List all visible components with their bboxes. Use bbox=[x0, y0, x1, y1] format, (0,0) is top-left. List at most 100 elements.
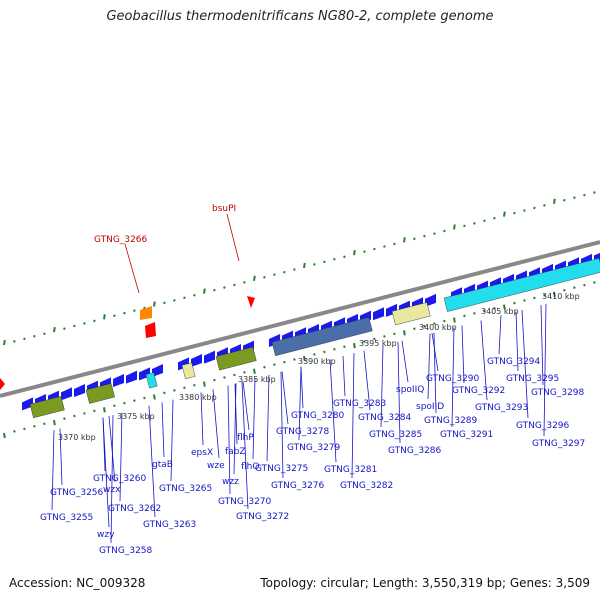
gene-arrow bbox=[113, 373, 124, 387]
scale-tick bbox=[233, 373, 236, 377]
gene-label-leader bbox=[161, 402, 165, 458]
gene-arrow bbox=[191, 353, 202, 367]
scale-tick bbox=[163, 301, 166, 305]
site-leader bbox=[226, 213, 240, 262]
gene-label: wze bbox=[207, 461, 225, 471]
feature-block bbox=[29, 396, 65, 419]
gene-label-leaders bbox=[51, 303, 547, 544]
scale-tick bbox=[243, 371, 246, 374]
scale-tick bbox=[403, 237, 406, 243]
gene-label-leader bbox=[433, 332, 437, 414]
scale-tick bbox=[423, 234, 426, 238]
scale-tick-label: 3375 kbp bbox=[117, 412, 155, 421]
gene-arrow bbox=[74, 384, 85, 398]
gene-labels: GTNG_3255GTNG_3256wzyGTNG_3258GTNG_3260w… bbox=[40, 357, 585, 556]
scale-tick bbox=[103, 314, 106, 320]
gene-label-leader bbox=[515, 311, 519, 372]
scale-tick bbox=[493, 306, 496, 310]
scale-tick-label: 3410 kbp bbox=[542, 292, 580, 301]
gene-label-leader bbox=[241, 381, 249, 510]
scale-tick bbox=[533, 296, 536, 300]
scale-tick bbox=[113, 314, 116, 318]
site-label: bsuPI bbox=[212, 204, 236, 214]
gene-label-leader bbox=[401, 340, 409, 383]
gene-label-leader bbox=[427, 333, 431, 400]
scale-tick bbox=[273, 273, 276, 277]
feature-block bbox=[85, 383, 115, 404]
scale-tick bbox=[133, 309, 136, 312]
gene-label-leader bbox=[521, 309, 529, 419]
scale-tick bbox=[443, 229, 446, 233]
scale-tick bbox=[563, 198, 566, 202]
gene-label: wzz bbox=[222, 477, 239, 487]
gene-label: wzy bbox=[97, 530, 115, 540]
feature-block bbox=[215, 346, 257, 371]
scale-tick bbox=[33, 424, 36, 428]
scale-tick bbox=[353, 342, 356, 349]
scale-tick bbox=[333, 347, 336, 351]
scale-tick bbox=[23, 337, 26, 341]
scale-tick-label: 3400 kbp bbox=[419, 323, 457, 332]
scale-tick-label: 3390 kbp bbox=[298, 357, 336, 366]
scale-tick bbox=[153, 301, 156, 307]
gene-label: GTNG_3290 bbox=[426, 374, 480, 384]
gene-label-leader bbox=[380, 345, 384, 428]
scale-tick bbox=[53, 326, 56, 333]
scale-tick bbox=[593, 191, 596, 194]
scale-tick bbox=[133, 399, 136, 402]
scale-tick bbox=[13, 430, 16, 433]
scale-tick bbox=[123, 311, 126, 315]
scale-tick bbox=[273, 363, 276, 367]
scale-tick bbox=[393, 332, 396, 336]
site-marker bbox=[140, 306, 152, 320]
gene-label-leader bbox=[300, 366, 304, 409]
scale-tick bbox=[33, 334, 36, 338]
gene-label-leader bbox=[266, 374, 270, 462]
scale-tick bbox=[233, 283, 236, 287]
scale-tick-label: 3380 kbp bbox=[179, 393, 217, 402]
feature-block bbox=[145, 372, 158, 389]
scale-tick bbox=[243, 281, 246, 284]
gene-label: flhP bbox=[237, 433, 254, 443]
page-title: Geobacillus thermodenitrificans NG80-2, … bbox=[106, 9, 494, 24]
scale-tick bbox=[363, 250, 366, 253]
scale-tick bbox=[573, 196, 576, 200]
gene-label-leader bbox=[431, 333, 439, 372]
scale-tick bbox=[293, 358, 296, 361]
gene-label: GTNG_3282 bbox=[340, 481, 393, 491]
scale-tick bbox=[583, 193, 586, 197]
scale-tick bbox=[333, 257, 336, 261]
scale-tick bbox=[143, 396, 146, 400]
scale-tick bbox=[513, 301, 516, 305]
scale-tick bbox=[253, 275, 256, 281]
gene-arrow bbox=[22, 397, 33, 411]
scale-tick bbox=[433, 232, 436, 235]
scale-tick bbox=[303, 262, 306, 269]
scale-tick bbox=[183, 296, 186, 300]
scale-tick bbox=[123, 401, 126, 405]
scale-tick bbox=[313, 263, 316, 266]
scale-tick bbox=[313, 353, 316, 356]
site-marker bbox=[145, 322, 156, 338]
gene-label-leader bbox=[397, 341, 401, 444]
gene-label-leader bbox=[148, 405, 156, 518]
scale-tick bbox=[223, 286, 226, 289]
scale-tick bbox=[213, 288, 216, 292]
scale-tick bbox=[203, 288, 206, 294]
scale-tick bbox=[513, 211, 516, 215]
scale-tick-label: 3405 kbp bbox=[481, 307, 519, 316]
gene-label-leader bbox=[234, 383, 238, 445]
gene-label: GTNG_3292 bbox=[452, 386, 505, 396]
scale-tick bbox=[393, 242, 396, 246]
gene-label: GTNG_3262 bbox=[108, 504, 161, 514]
scale-tick bbox=[173, 388, 176, 392]
gene-label-leader bbox=[363, 350, 371, 411]
gene-label: GTNG_3256 bbox=[50, 488, 104, 498]
scale-tick bbox=[363, 340, 366, 343]
scale-tick-labels: 3370 kbp 3375 kbp 3380 kbp 3385 kbp 3390 kbp… bbox=[58, 292, 580, 442]
scale-tick bbox=[563, 288, 566, 292]
gene-label: GTNG_3265 bbox=[159, 484, 212, 494]
gene-label-leader bbox=[298, 366, 302, 441]
gene-arrow bbox=[126, 370, 137, 384]
site-label: GTNG_3266 bbox=[94, 235, 148, 245]
